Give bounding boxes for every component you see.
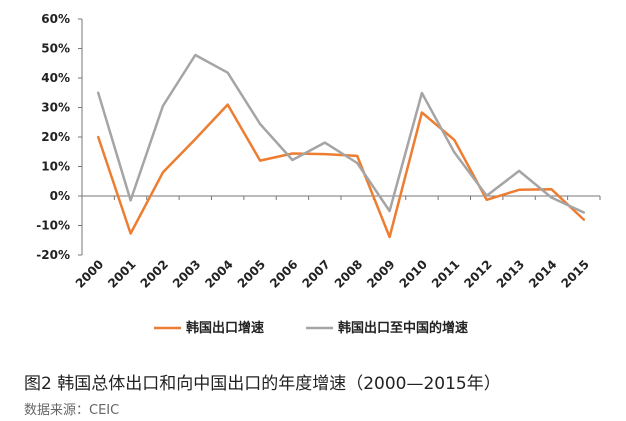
series-line-0 bbox=[96, 103, 586, 239]
x-tick-label: 2014 bbox=[526, 257, 560, 291]
y-tick-label: -20% bbox=[36, 248, 70, 262]
axes: 60% 50% 40% 30% 20% 10% 0% -10% -20%200020012002… bbox=[36, 12, 601, 291]
x-tick-label: 2000 bbox=[73, 257, 107, 291]
chart: 60% 50% 40% 30% 20% 10% 0% -10% -20%200020012002… bbox=[36, 12, 601, 336]
x-tick-label: 2007 bbox=[299, 257, 333, 291]
y-tick-label: 50% bbox=[41, 42, 70, 56]
y-tick-label: 40% bbox=[41, 71, 70, 85]
x-tick-label: 2006 bbox=[267, 257, 301, 291]
series-layer bbox=[96, 53, 586, 239]
data-source: 数据来源：CEIC bbox=[24, 403, 120, 418]
x-tick-label: 2011 bbox=[429, 257, 463, 291]
x-tick-label: 2008 bbox=[332, 257, 366, 291]
legend-label: 韩国出口增速 bbox=[186, 320, 264, 336]
series-line-1 bbox=[96, 53, 586, 214]
x-tick-label: 2013 bbox=[494, 257, 528, 291]
x-tick-label: 2012 bbox=[461, 257, 495, 291]
x-tick-label: 2009 bbox=[364, 257, 398, 291]
y-tick-label: 0% bbox=[50, 189, 70, 203]
x-tick-label: 2002 bbox=[138, 257, 172, 291]
x-tick-label: 2010 bbox=[397, 257, 431, 291]
figure-caption: 图2 韩国总体出口和向中国出口的年度增速（2000—2015年） bbox=[24, 374, 501, 394]
x-tick-label: 2001 bbox=[105, 257, 139, 291]
x-tick-label: 2003 bbox=[170, 257, 204, 291]
x-tick-label: 2004 bbox=[202, 257, 236, 291]
y-tick-label: -10% bbox=[36, 219, 70, 233]
x-tick-label: 2005 bbox=[235, 257, 269, 291]
y-tick-label: 30% bbox=[41, 101, 70, 115]
x-tick-label: 2015 bbox=[558, 257, 592, 291]
legend-label: 韩国出口至中国的增速 bbox=[338, 320, 468, 336]
y-tick-label: 20% bbox=[41, 130, 70, 144]
legend: 韩国出口增速 韩国出口至中国的增速 bbox=[154, 320, 468, 336]
y-tick-label: 10% bbox=[41, 160, 70, 174]
y-tick-label: 60% bbox=[41, 12, 70, 26]
